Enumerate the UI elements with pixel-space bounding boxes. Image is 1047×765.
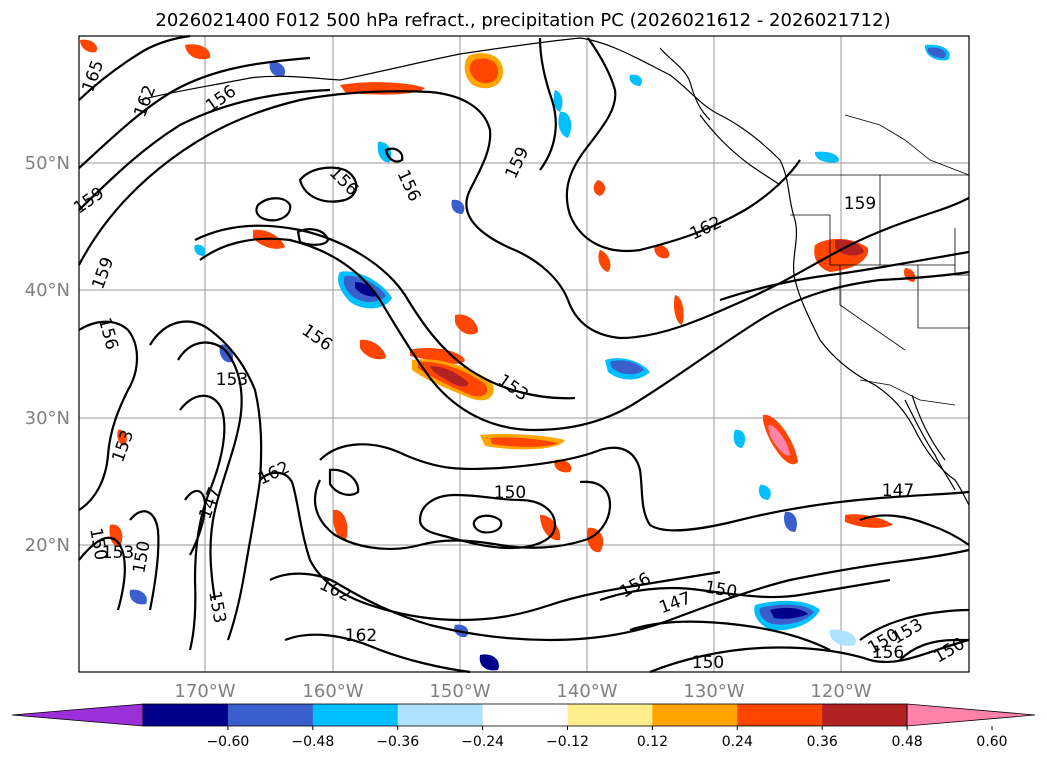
colorbar-segment: [567, 704, 653, 726]
colorbar-tick-label: −0.12: [546, 734, 589, 750]
lon-label: 140°W: [556, 681, 617, 702]
contour-label: 150: [692, 653, 724, 673]
colorbar: −0.60 −0.48 −0.36 −0.24 −0.12 0.12 0.24 0.36 0.4…: [11, 703, 1036, 750]
lat-label: 30°N: [25, 408, 70, 429]
colorbar-segment: [822, 704, 908, 726]
colorbar-segment: [143, 704, 229, 726]
graticule: [79, 36, 969, 672]
colorbar-extend-high: [906, 703, 1036, 727]
lon-label: 170°W: [174, 681, 235, 702]
colorbar-tick-label: 0.48: [892, 734, 923, 750]
contour-label: 153: [102, 543, 134, 563]
contour-label: 153: [216, 370, 248, 390]
latitude-labels: 50°N 40°N 30°N 20°N: [25, 153, 70, 556]
coastlines: [139, 37, 970, 506]
colorbar-tick-label: −0.60: [206, 734, 249, 750]
borders: [790, 114, 970, 406]
lat-label: 50°N: [25, 153, 70, 174]
map-frame: [78, 35, 970, 673]
contour-label: 150: [494, 483, 526, 503]
colorbar-tick-label: 0.24: [722, 734, 753, 750]
colorbar-segment: [652, 704, 738, 726]
colorbar-tick-label: 0.60: [976, 734, 1007, 750]
contour-label: 159: [844, 194, 876, 214]
colorbar-segment: [312, 704, 399, 726]
figure-title: 2026021400 F012 500 hPa refract., precip…: [155, 10, 890, 31]
colorbar-segment: [737, 704, 823, 726]
lon-label: 130°W: [683, 681, 744, 702]
colorbar-tick-label: 0.36: [807, 734, 838, 750]
colorbar-tick-label: −0.36: [376, 734, 419, 750]
longitude-labels: 170°W 160°W 150°W 140°W 130°W 120°W: [174, 681, 871, 702]
colorbar-tick-label: −0.48: [291, 734, 334, 750]
colorbar-segment: [397, 704, 484, 726]
colorbar-outline: [142, 703, 908, 727]
contour-label: 147: [882, 481, 914, 501]
lon-label: 150°W: [429, 681, 490, 702]
lat-label: 20°N: [25, 535, 70, 556]
colorbar-segment: [482, 704, 568, 726]
lon-label: 120°W: [810, 681, 871, 702]
lon-label: 160°W: [302, 681, 363, 702]
contour-label: 162: [345, 626, 377, 646]
colorbar-extend-low: [11, 703, 144, 727]
colorbar-segment: [227, 704, 314, 726]
colorbar-tick-label: −0.24: [461, 734, 504, 750]
colorbar-tick-label: 0.12: [637, 734, 668, 750]
lat-label: 40°N: [25, 280, 70, 301]
contour-label: 156: [872, 643, 904, 663]
height-contours: [78, 34, 970, 674]
